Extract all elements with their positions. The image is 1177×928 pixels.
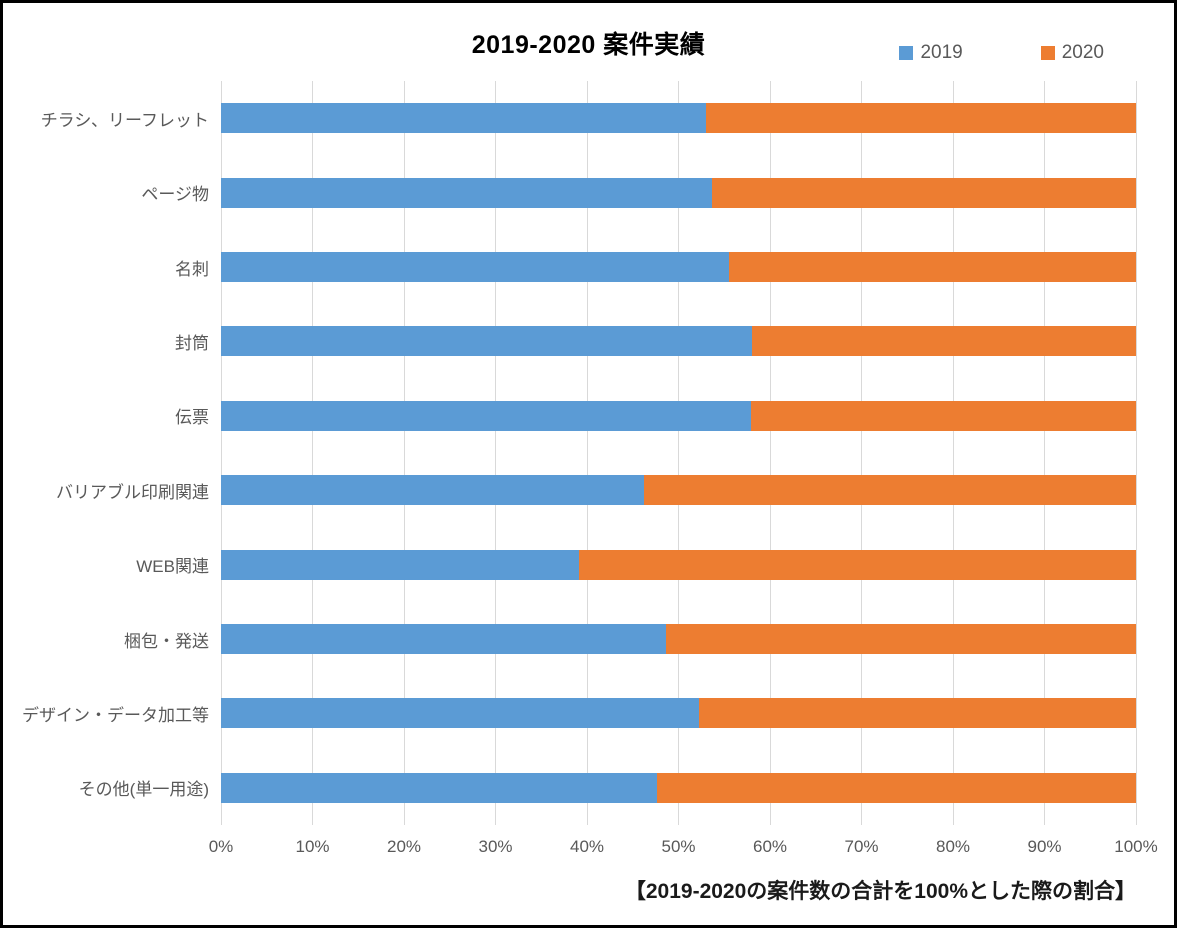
bar-segment-2020 <box>705 103 1136 134</box>
bar-row <box>221 379 1136 453</box>
bar-row <box>221 155 1136 229</box>
category-label: その他(単一用途) <box>78 780 209 800</box>
gridline <box>861 81 862 825</box>
gridline <box>220 81 222 825</box>
bar-segment-2019 <box>221 475 644 506</box>
x-axis: 0% 10% 20% 30% 40% 50% 60% 70% 80% 90% 100% <box>209 837 1158 861</box>
legend-label-2019: 2019 <box>920 42 963 63</box>
legend-label-2020: 2020 <box>1061 42 1104 63</box>
category-label: バリアブル印刷関連 <box>56 482 209 502</box>
bar-track <box>221 103 1136 134</box>
bar-row <box>221 230 1136 304</box>
bar-row <box>221 602 1136 676</box>
bar-track <box>221 772 1136 803</box>
gridline <box>403 81 405 825</box>
category-label: 封筒 <box>175 333 209 353</box>
gridline <box>312 81 313 825</box>
x-tick-label: 20% <box>386 837 422 856</box>
bar-segment-2019 <box>221 624 666 655</box>
bar-segment-2019 <box>221 326 752 357</box>
chart-footnote: 【2019-2020の案件数の合計を100%とした際の割合】 <box>624 880 1136 903</box>
gridline <box>952 81 954 825</box>
bar-segment-2020 <box>750 400 1136 431</box>
gridline <box>1044 81 1045 825</box>
bars <box>221 81 1136 825</box>
category-label: デザイン・データ加工等 <box>22 705 209 725</box>
bar-segment-2019 <box>221 549 579 580</box>
category-label: 梱包・発送 <box>124 631 209 651</box>
bar-segment-2019 <box>221 252 729 283</box>
x-tick-label: 90% <box>1027 837 1062 856</box>
x-tick-label: 60% <box>752 837 788 856</box>
x-tick-label: 0% <box>208 837 234 856</box>
gridline <box>678 81 679 825</box>
legend-item-2020: 2020 <box>1040 42 1104 64</box>
x-tick-label: 80% <box>935 837 971 856</box>
chart-title: 2019-2020 案件実績 <box>471 31 706 59</box>
bar-track <box>221 400 1136 431</box>
bar-track <box>221 252 1136 283</box>
bar-row <box>221 676 1136 750</box>
bar-segment-2019 <box>221 772 658 803</box>
category-label: 伝票 <box>175 408 209 428</box>
category-label: 名刺 <box>175 259 209 279</box>
x-tick-label: 50% <box>661 837 696 856</box>
gridline <box>495 81 496 825</box>
bar-track <box>221 326 1136 357</box>
bar-row <box>221 81 1136 155</box>
legend-swatch-2019-icon <box>899 46 914 60</box>
gridline <box>769 81 771 825</box>
bar-segment-2020 <box>643 475 1136 506</box>
category-labels: チラシ、リーフレットページ物名刺封筒伝票バリアブル印刷関連 WEB関連梱包・発送デ… <box>3 81 209 825</box>
gridline <box>586 81 588 825</box>
x-tick-label: 70% <box>844 837 879 856</box>
bar-segment-2020 <box>728 252 1136 283</box>
bar-row <box>221 304 1136 378</box>
bar-track <box>221 698 1136 729</box>
legend-swatch-2020-icon <box>1040 46 1055 60</box>
bar-segment-2020 <box>698 698 1136 729</box>
legend: 2019 2020 <box>899 42 1104 64</box>
bar-segment-2019 <box>221 698 699 729</box>
x-tick-label: 10% <box>295 837 330 856</box>
bar-segment-2020 <box>665 624 1136 655</box>
x-tick-label: 40% <box>569 837 605 856</box>
legend-item-2019: 2019 <box>899 42 963 64</box>
category-label: WEB関連 <box>136 557 209 577</box>
bar-row <box>221 453 1136 527</box>
bar-row <box>221 751 1136 825</box>
bar-segment-2019 <box>221 177 713 208</box>
plot-area <box>220 81 1137 825</box>
bar-segment-2019 <box>221 103 706 134</box>
category-label: ページ物 <box>141 185 209 205</box>
bar-track <box>221 177 1136 208</box>
x-tick-label: 30% <box>478 837 513 856</box>
bar-segment-2020 <box>751 326 1136 357</box>
bar-row <box>221 527 1136 601</box>
bar-segment-2020 <box>657 772 1136 803</box>
bar-segment-2019 <box>221 400 751 431</box>
bar-segment-2020 <box>712 177 1136 208</box>
bar-segment-2020 <box>578 549 1136 580</box>
bar-track <box>221 549 1136 580</box>
x-tick-label: 100% <box>1114 837 1158 856</box>
bar-track <box>221 624 1136 655</box>
bar-track <box>221 475 1136 506</box>
gridline <box>1135 81 1137 825</box>
category-label: チラシ、リーフレット <box>40 110 209 130</box>
